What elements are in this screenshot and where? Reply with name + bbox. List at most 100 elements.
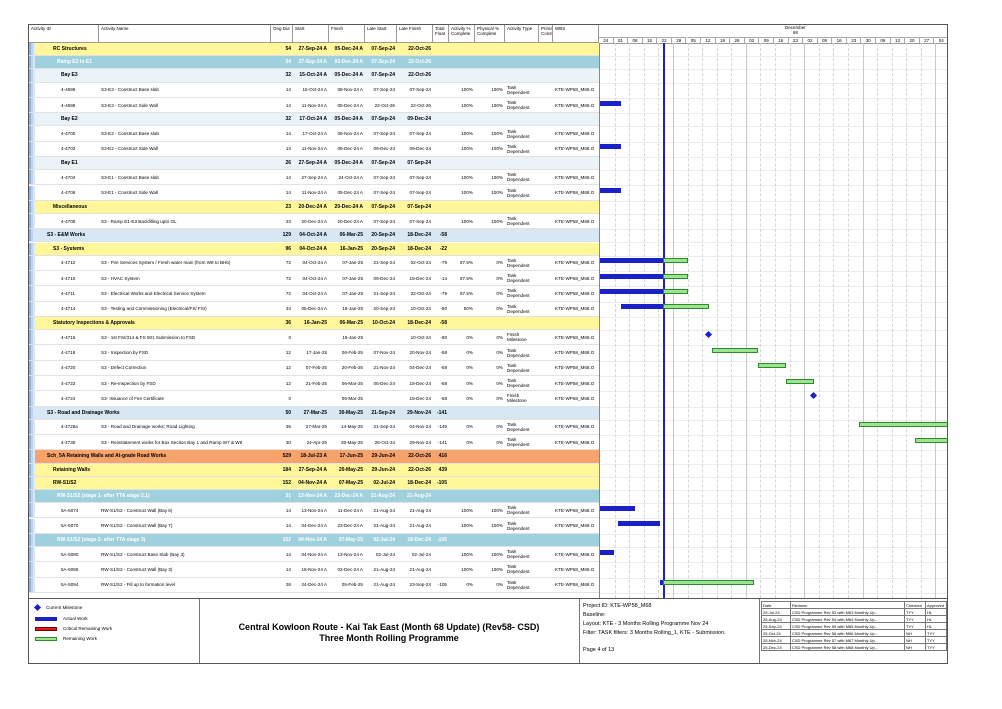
activity-row[interactable]: 4-4724 S3- Issuance of Fire Certificate 0 0…: [29, 391, 599, 407]
header-late-finish[interactable]: Late Finish: [397, 25, 433, 43]
header-wbs[interactable]: WBS: [553, 25, 599, 43]
activity-row[interactable]: 4-4698 S3-E3 - Construct Side Wall 14 11-No…: [29, 97, 599, 114]
orig-duration: 23: [285, 218, 291, 224]
header-activity-type[interactable]: Activity Type: [505, 25, 539, 43]
remaining-work-swatch: [35, 636, 57, 641]
activity-row[interactable]: 4-4726a S3 - Road and Drainage works; Roa…: [29, 419, 599, 436]
finish-date: 05-Dec-24 A: [334, 46, 363, 53]
wbs-group-row[interactable]: Bay E2 32 17-Oct-24 A 05-Dec-24 A 07-Sep-24 0…: [29, 113, 599, 127]
activity-row[interactable]: 5A-5074 RW-S1/S2 - Construct Wall (Bay 6)…: [29, 503, 599, 519]
remaining-work-bar[interactable]: [663, 258, 688, 264]
remaining-work-bar[interactable]: [663, 273, 688, 279]
wbs-group-row[interactable]: Ramp E3 to E1 54 27-Sep-24 A 05-Dec-24 A 07-…: [29, 56, 599, 70]
remaining-work-bar[interactable]: [663, 288, 688, 294]
wbs-group-row[interactable]: Bay E1 26 27-Sep-24 A 05-Dec-24 A 07-Sep-24 0…: [29, 157, 599, 171]
total-float: -80: [440, 306, 447, 312]
wbs-code: KTE-WP58_M68.O: [555, 146, 595, 152]
remaining-work-bar[interactable]: [859, 422, 947, 428]
remaining-work-bar[interactable]: [757, 363, 786, 369]
activity-row[interactable]: 4-4730 S3 - Reinstatement works for Box S…: [29, 435, 599, 451]
activity-row[interactable]: 4-4710 S3 - HVAC System 72 04-Oct-24 A 07-Ja…: [29, 271, 599, 287]
hierarchy-strip: [29, 255, 35, 270]
actual-work-bar[interactable]: [600, 100, 621, 106]
timeline-row: [600, 286, 947, 303]
wbs-group-row[interactable]: S3 - Road and Drainage Works 50 27-Mar-25 3…: [29, 406, 599, 420]
actual-work-bar[interactable]: [600, 549, 614, 555]
wbs-group-row[interactable]: Bay E3 32 15-Oct-24 A 05-Dec-24 A 07-Sep-24 2…: [29, 69, 599, 83]
remaining-work-bar[interactable]: [712, 348, 758, 354]
activity-row[interactable]: 5A-5070 RW-S1/S2 - Construct Wall (Bay 7)…: [29, 518, 599, 534]
activity-row[interactable]: 5A-5086 RW-S1/S2 - Construct Wall (Bay 3)…: [29, 562, 599, 578]
header-activity-id[interactable]: Activity ID: [29, 25, 99, 43]
activity-row[interactable]: 4-4704 S3-E1 - Construct Base slab 14 27-Se…: [29, 170, 599, 186]
page-number: Page 4 of 13: [583, 647, 615, 653]
header-late-start[interactable]: Late Start: [365, 25, 397, 43]
timeline-gridline: [614, 43, 616, 598]
wbs-group-row[interactable]: RW-S1/S2 (stage 2- after TTA stage 3) 152…: [29, 533, 599, 547]
remaining-work-bar[interactable]: [663, 304, 709, 310]
activity-row[interactable]: 4-4720 S3 - Defect Correction 12 07-Feb-25 2…: [29, 360, 599, 376]
header-activity-name[interactable]: Activity Name: [99, 25, 271, 43]
actual-work-bar[interactable]: [600, 288, 663, 294]
orig-duration: 34: [285, 306, 291, 312]
total-float: [433, 186, 449, 200]
header-finish[interactable]: Finish: [329, 25, 365, 43]
activity-row[interactable]: 4-4711 S3 - Electrical Works and Electric…: [29, 286, 599, 302]
actual-work-bar[interactable]: [600, 144, 621, 150]
remaining-work-bar[interactable]: [785, 378, 814, 384]
header-orig-dur[interactable]: Orig Dur: [271, 25, 293, 43]
activity-row[interactable]: 4-4716 S3 - 1st FSI/314 & FS 501 Submissi…: [29, 330, 599, 346]
actual-work-bar[interactable]: [659, 580, 663, 586]
wbs-group-row[interactable]: Statutory Inspections & Approvals 36 16-Ja…: [29, 316, 599, 331]
actual-work-bar[interactable]: [600, 505, 635, 511]
activity-row[interactable]: 5A-5094 RW-S1/S2 - Fill up to formation l…: [29, 577, 599, 593]
late-start-date: 07-Sep-24: [371, 203, 395, 210]
actual-work-bar[interactable]: [600, 273, 663, 279]
timeline-row: [600, 420, 947, 437]
activity-row[interactable]: 4-4706 S3-E1 - Construct Side Wall 14 11-No…: [29, 185, 599, 201]
actual-work-bar[interactable]: [617, 521, 660, 527]
activity-type: Task Dependent: [507, 128, 530, 139]
activity-row[interactable]: 4-4712 S3 - Fire Services System / Fresh …: [29, 255, 599, 271]
header-start[interactable]: Start: [293, 25, 329, 43]
header-activity-pct[interactable]: Activity % Complete: [449, 25, 475, 43]
activity-row[interactable]: 4-4718 S3 - Inspection by FSD 12 17-Jan-25 0…: [29, 345, 599, 361]
wbs-group-row[interactable]: S3 - E&M Works 129 04-Oct-24 A 06-Mar-25 20-…: [29, 229, 599, 243]
activity-row[interactable]: 4-4714 S3 - Testing and Commissioning (El…: [29, 301, 599, 317]
timeline-row: [600, 450, 947, 465]
revision-row: 25-Aug-24 CSD Programme Rev 54 with M64 M…: [761, 615, 947, 623]
header-physical-pct[interactable]: Physical % Complete: [475, 25, 505, 43]
wbs-group-row[interactable]: RW-S1/S2 152 04-Nov-24 A 07-May-25 02-Jul-24…: [29, 476, 599, 490]
activity-row[interactable]: 5A-5080 RW-S1/S2 - Construct Base Slab (B…: [29, 547, 599, 563]
activity-row[interactable]: 4-4708 S3 - Ramp E1-E3 Backfilling upto G…: [29, 214, 599, 230]
activity-percent: 0%: [466, 424, 473, 430]
actual-work-bar[interactable]: [600, 258, 663, 264]
actual-work-bar[interactable]: [621, 304, 663, 310]
wbs-group-row[interactable]: Retaining Walls 184 27-Sep-24 A 20-May-25 29…: [29, 463, 599, 477]
late-start-date: 07-Sep-24: [373, 87, 395, 93]
activity-row[interactable]: 4-4696 S3-E3 - Construct Base slab 14 15-Oc…: [29, 82, 599, 98]
header-primary-constraint[interactable]: Prima Const: [539, 25, 553, 43]
wbs-code: KTE-WP58_M68.O: [555, 102, 595, 108]
activity-percent: 0%: [466, 439, 473, 445]
remaining-work-bar[interactable]: [663, 580, 754, 586]
wbs-code: KTE-WP58_M68.O: [555, 87, 595, 93]
timeline-gridline: [745, 43, 747, 598]
activity-row[interactable]: 4-4700 S3-E2 - Construct Base slab 14 17-Oc…: [29, 126, 599, 142]
late-start-date: 21-Nov-24: [373, 365, 395, 371]
wbs-group-row[interactable]: Sch_5A Retaining Walls and At-grade Road…: [29, 450, 599, 464]
remaining-work-bar[interactable]: [915, 437, 947, 443]
wbs-group-row[interactable]: S3 - Systems 96 04-Oct-24 A 16-Jan-25 20-Sep…: [29, 242, 599, 256]
hierarchy-strip: [29, 286, 35, 301]
report-subtitle: Three Month Rolling Programme: [319, 632, 459, 643]
actual-work-bar[interactable]: [600, 188, 621, 194]
wbs-group-row[interactable]: RW-S1/S2 (stage 1- after TTA stage 2.1) 3…: [29, 490, 599, 504]
wbs-code: KTE-WP58_M68.O: [555, 350, 595, 356]
activity-row[interactable]: 4-4702 S3-E2 - Construct Side Wall 14 11-No…: [29, 141, 599, 157]
activity-row[interactable]: 4-4722 S3 - Re-Inspection by FSD 12 21-Feb-…: [29, 376, 599, 392]
header-total-float[interactable]: Total Float: [433, 25, 449, 43]
wbs-group-row[interactable]: RC Structures 54 27-Sep-24 A 05-Dec-24 A 07-…: [29, 43, 599, 57]
activity-name: S3-E2 - Construct Side Wall: [101, 146, 159, 152]
wbs-group-row[interactable]: Miscellaneous 23 20-Dec-24 A 20-Dec-24 A 07-…: [29, 200, 599, 214]
late-finish-date: 22-Oct-26: [408, 59, 431, 66]
